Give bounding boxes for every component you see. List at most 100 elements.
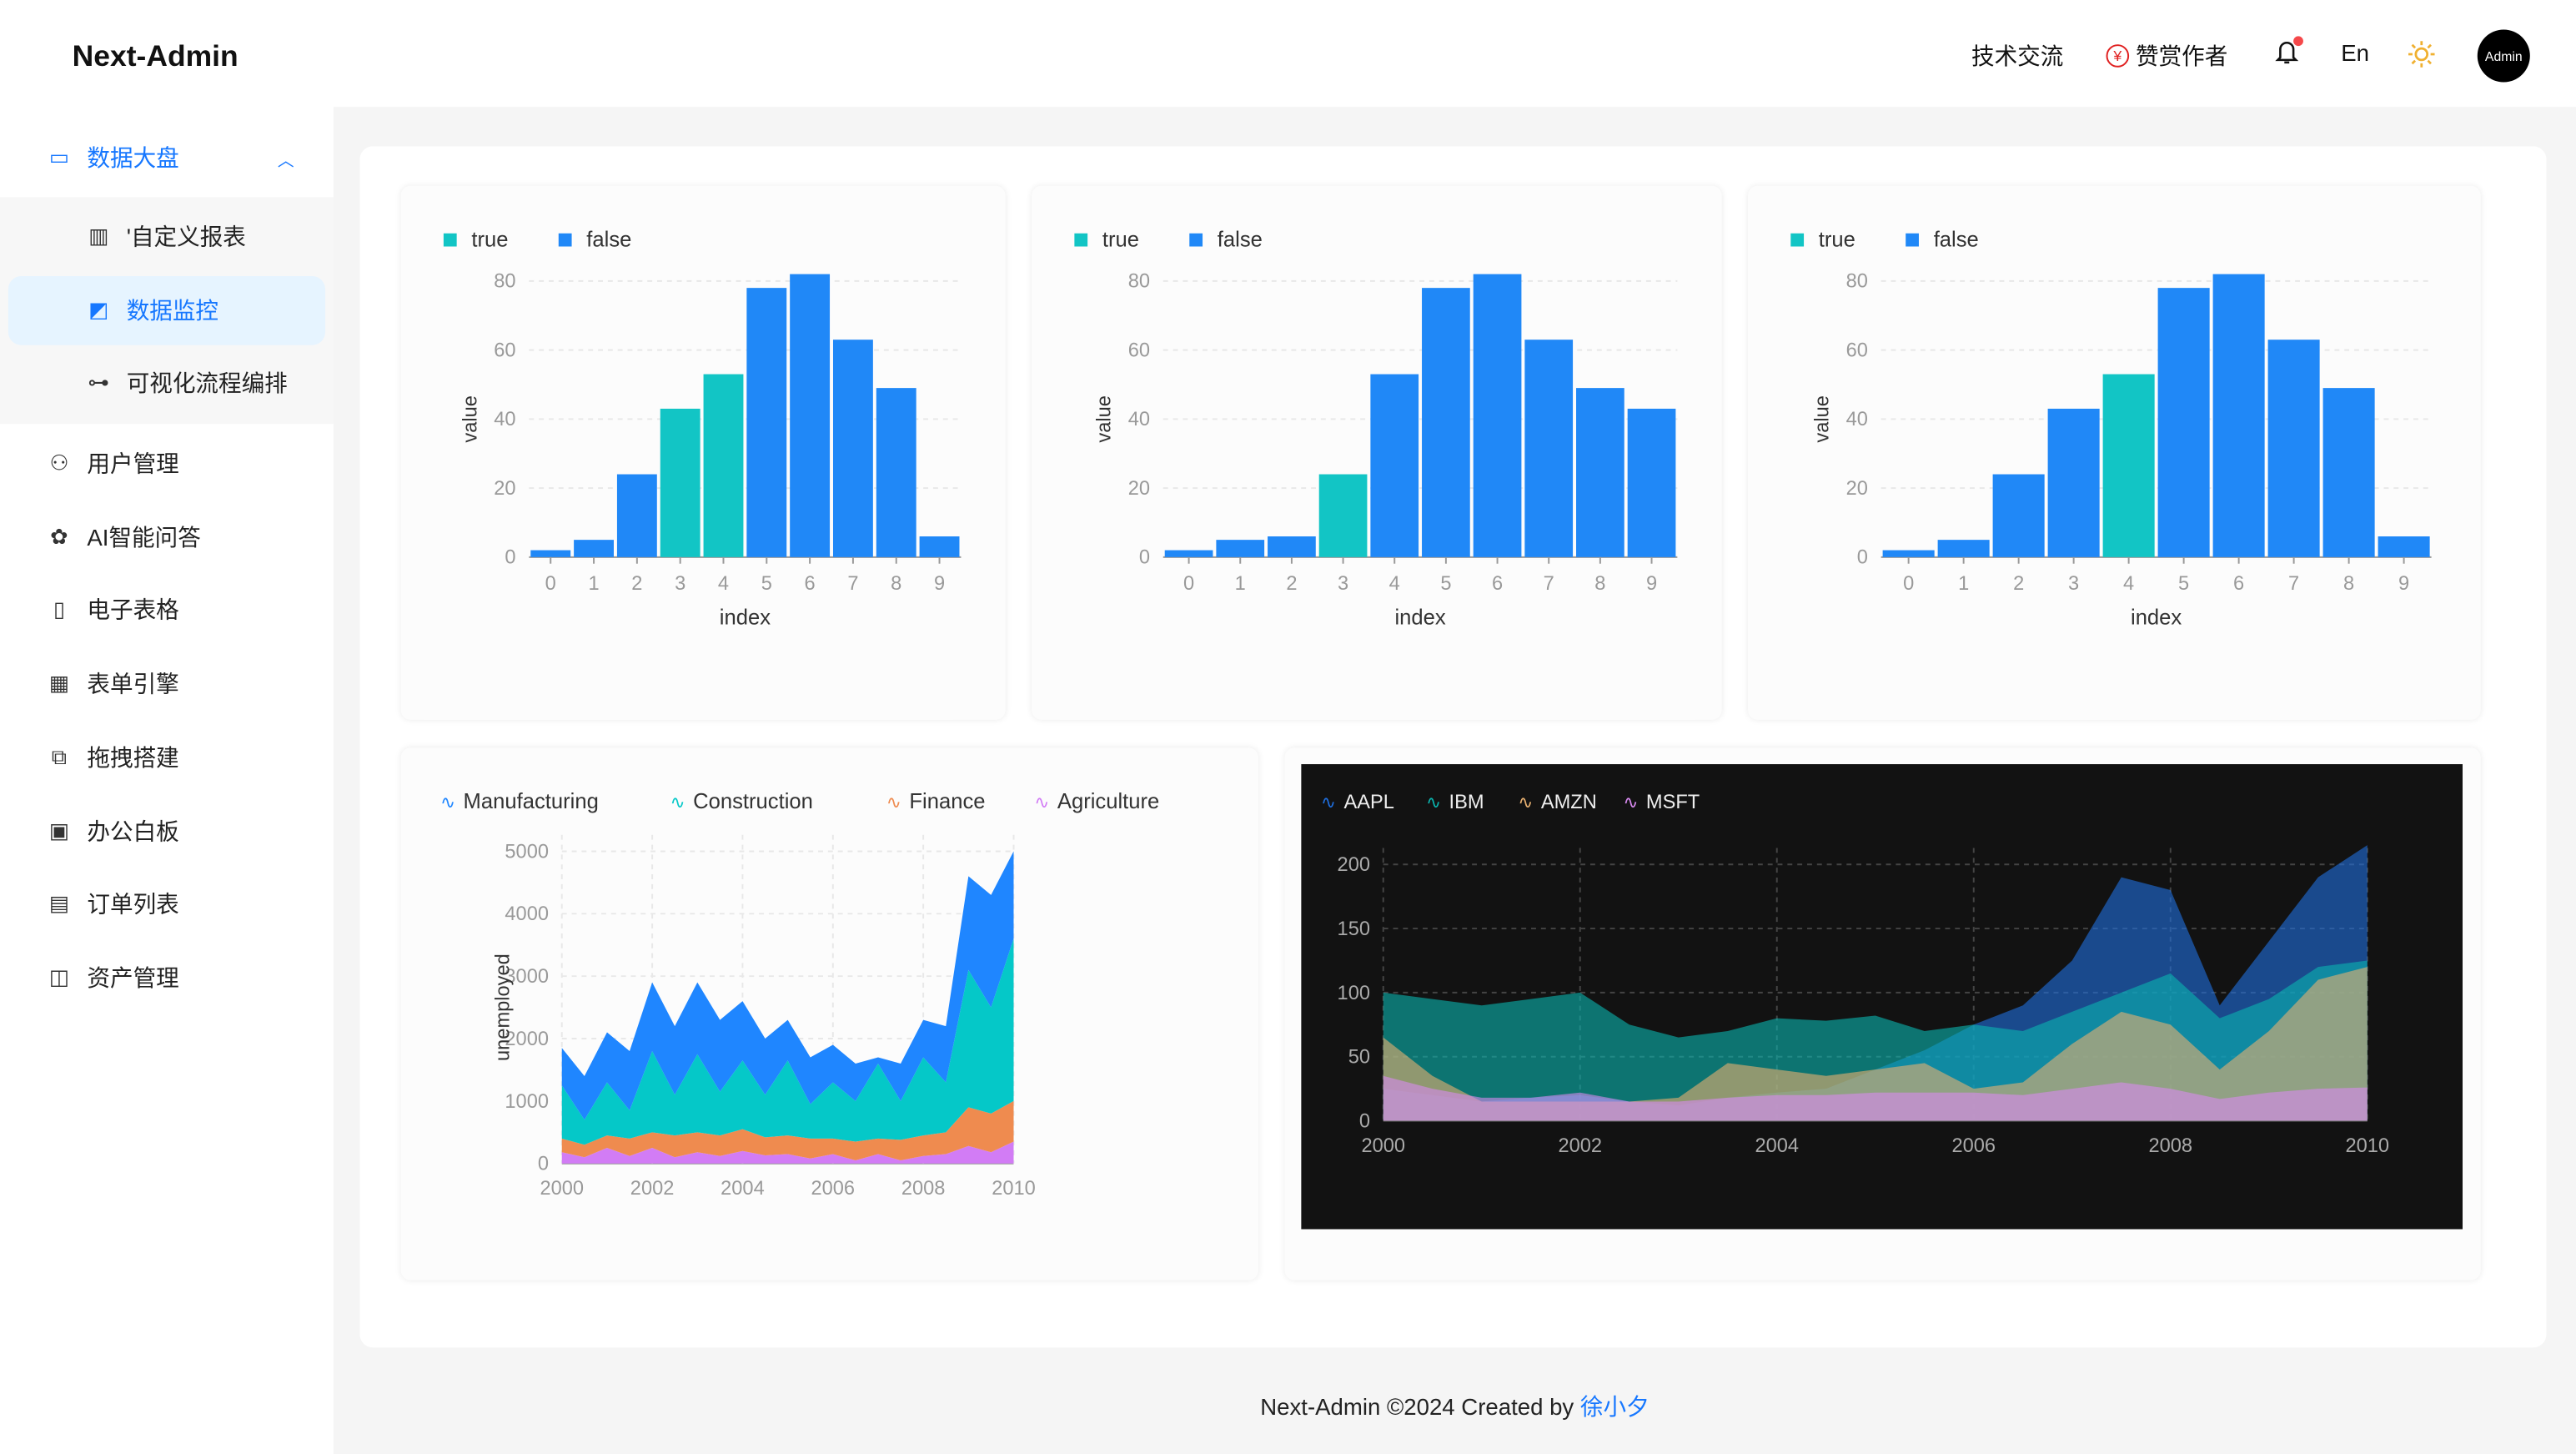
x-tick-label: 9 xyxy=(934,573,945,595)
theme-toggle[interactable] xyxy=(2407,39,2436,68)
sidebar-item-label: 办公白板 xyxy=(87,818,179,844)
legend-swatch xyxy=(443,233,457,247)
sun-icon xyxy=(2408,41,2435,68)
legend-swatch xyxy=(1074,233,1088,247)
x-tick-label: 6 xyxy=(2233,573,2244,595)
x-tick-label: 2 xyxy=(631,573,642,595)
sidebar-item-form[interactable]: ▦ 表单引擎 xyxy=(0,651,334,717)
user-icon: ⚇ xyxy=(49,450,69,475)
area-construction xyxy=(561,938,1014,1145)
sidebar-item-wallet[interactable]: ◫ 资产管理 xyxy=(0,945,334,1011)
x-tick-label: 8 xyxy=(891,573,901,595)
y-tick-label: 40 xyxy=(494,409,515,430)
language-toggle[interactable]: En xyxy=(2341,39,2369,66)
whiteboard-icon: ▣ xyxy=(48,818,70,843)
sidebar-item-label: 数据监控 xyxy=(126,297,219,325)
y-tick-label: 0 xyxy=(538,1154,549,1175)
sidebar-item-label: 表单引擎 xyxy=(87,670,179,697)
x-tick-label: 0 xyxy=(1903,573,1914,595)
sidebar-item-data-monitor[interactable]: ◩ 数据监控 xyxy=(8,275,326,345)
x-tick-label: 8 xyxy=(2343,573,2354,595)
chart-card: 0 50 100 150 200 2000 2002 2004 2006 2008 2010 ∿ AAP… xyxy=(1284,747,2481,1280)
sidebar-group-dashboard[interactable]: ▭ 数据大盘 ︿ xyxy=(0,125,334,191)
sidebar-item-excel-file[interactable]: ▯ 电子表格 xyxy=(0,577,334,643)
bar xyxy=(1164,550,1213,557)
area-msft xyxy=(1383,1075,2368,1121)
bar xyxy=(1473,274,1522,557)
bar xyxy=(1524,340,1574,557)
top-header: Next-Admin 技术交流 ¥ 赞赏作者 En Admin xyxy=(0,0,2576,108)
legend-swatch xyxy=(558,233,572,247)
legend-line-icon: ∿ xyxy=(886,792,901,813)
y-tick-label: 80 xyxy=(1128,271,1150,293)
calendar-list-icon: ▤ xyxy=(48,891,70,916)
x-tick-label: 2002 xyxy=(630,1178,675,1200)
x-tick-label: 9 xyxy=(2398,573,2409,595)
x-tick-label: 2006 xyxy=(811,1178,856,1200)
legend-line-icon: ∿ xyxy=(1321,792,1336,813)
x-tick-label: 1 xyxy=(1958,573,1969,595)
y-tick-label: 60 xyxy=(494,340,515,361)
chart-svg: 0 50 100 150 200 2000 2002 2004 2006 2008 2010 ∿ AAP… xyxy=(1301,764,2463,1230)
y-tick-label: 0 xyxy=(505,547,515,569)
x-axis-label: index xyxy=(720,606,771,630)
donate-link[interactable]: ¥ 赞赏作者 xyxy=(2106,39,2227,72)
sidebar-item-openai[interactable]: ✿ AI智能问答 xyxy=(0,504,334,570)
tech-exchange-link[interactable]: 技术交流 xyxy=(1971,39,2063,72)
x-tick-label: 2004 xyxy=(721,1178,765,1200)
x-tick-label: 5 xyxy=(1440,573,1451,595)
x-tick-label: 5 xyxy=(761,573,772,595)
y-tick-label: 3000 xyxy=(505,966,549,988)
y-axis-label: value xyxy=(1094,395,1116,442)
app-logo[interactable]: Next-Admin xyxy=(72,39,239,73)
legend-swatch xyxy=(1790,233,1805,247)
x-tick-label: 2008 xyxy=(901,1178,946,1200)
notification-dot xyxy=(2293,36,2303,47)
sidebar-item-label: AI智能问答 xyxy=(87,523,201,551)
legend-line-icon: ∿ xyxy=(670,792,685,813)
sidebar-item-label: 拖拽搭建 xyxy=(87,744,179,771)
bar xyxy=(2267,340,2320,557)
x-tick-label: 5 xyxy=(2178,573,2189,595)
bar xyxy=(1370,374,1419,557)
legend-line-icon: ∿ xyxy=(440,792,455,813)
sidebar-item-calendar-list[interactable]: ▤ 订单列表 xyxy=(0,871,334,937)
y-tick-label: 50 xyxy=(1348,1047,1370,1069)
drag-build-icon: ⧉ xyxy=(51,744,68,769)
y-tick-label: 150 xyxy=(1338,918,1370,940)
chart-card: 0 20 40 60 80 value 0 1 2 3 4 5 6 7 8 9 index true false xyxy=(1032,185,1722,720)
footer: Next-Admin ©2024 Created by 徐小夕 xyxy=(0,1391,2576,1423)
y-tick-label: 20 xyxy=(1128,478,1150,500)
excel-file-icon: ▯ xyxy=(53,596,65,622)
y-axis-label: unemployed xyxy=(493,953,515,1061)
x-tick-label: 1 xyxy=(1235,573,1246,595)
bar xyxy=(2047,408,2100,557)
y-tick-label: 2000 xyxy=(505,1029,549,1050)
bar xyxy=(574,540,614,557)
legend-label: Agriculture xyxy=(1057,790,1159,813)
bar xyxy=(1992,474,2045,557)
sidebar-item-user[interactable]: ⚇ 用户管理 xyxy=(0,430,334,496)
legend-line-icon: ∿ xyxy=(1623,792,1638,813)
x-tick-label: 3 xyxy=(675,573,685,595)
y-tick-label: 80 xyxy=(494,271,515,293)
sidebar-item-flow-editor[interactable]: ⊶ 可视化流程编排 xyxy=(0,350,334,416)
y-tick-label: 200 xyxy=(1338,854,1370,876)
y-tick-label: 100 xyxy=(1338,983,1370,1004)
sidebar-item-label: '自定义报表 xyxy=(126,223,246,250)
author-link[interactable]: 徐小夕 xyxy=(1579,1393,1650,1421)
legend-label: false xyxy=(1218,229,1263,252)
sidebar-item-custom-report[interactable]: ▥ '自定义报表 xyxy=(0,204,334,269)
x-tick-label: 8 xyxy=(1594,573,1605,595)
x-tick-label: 2000 xyxy=(540,1178,584,1200)
avatar-label: Admin xyxy=(2484,48,2523,63)
openai-icon: ✿ xyxy=(50,523,68,549)
avatar[interactable]: Admin xyxy=(2477,29,2530,83)
x-tick-label: 2 xyxy=(2013,573,2024,595)
notification-button[interactable] xyxy=(2273,36,2303,68)
sidebar-item-drag-build[interactable]: ⧉ 拖拽搭建 xyxy=(0,724,334,790)
chart-card: 0 20 40 60 80 value 0 1 2 3 4 5 6 7 8 9 index true false xyxy=(1748,185,2481,720)
x-axis-label: index xyxy=(1394,606,1445,630)
sidebar-item-whiteboard[interactable]: ▣ 办公白板 xyxy=(0,797,334,863)
